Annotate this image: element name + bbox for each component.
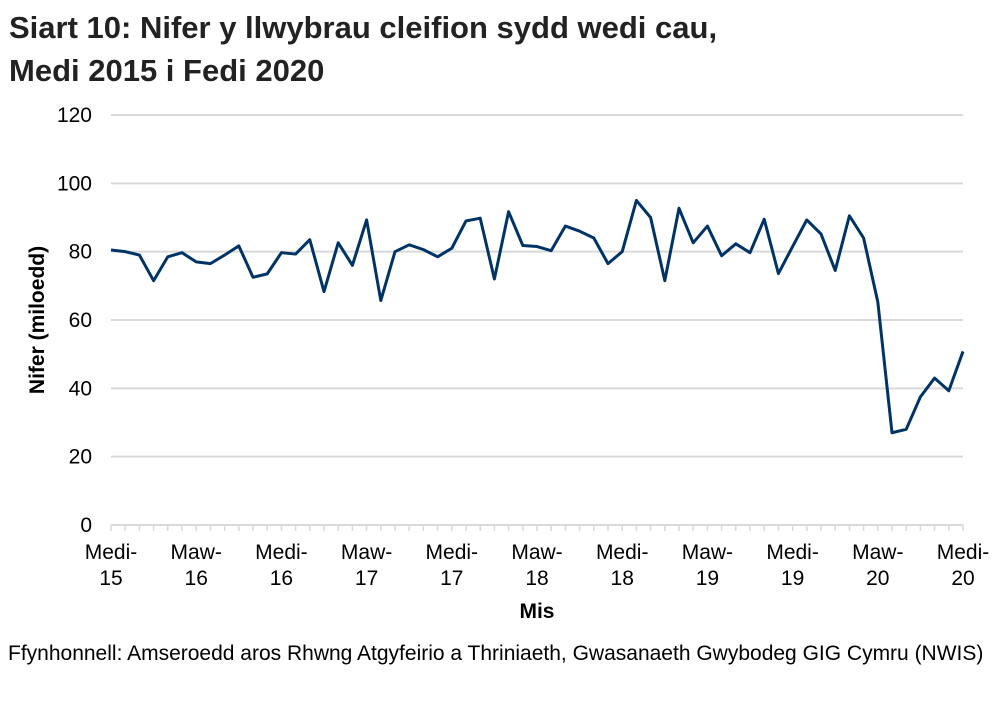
- y-axis-title: Nifer (miloedd): [26, 246, 49, 394]
- chart-title: Siart 10: Nifer y llwybrau cleifion sydd…: [9, 6, 717, 92]
- x-tick-label: 20: [866, 567, 889, 590]
- x-tick-label: 18: [611, 567, 634, 590]
- x-tick-label: Maw-: [341, 541, 392, 564]
- y-tick-label: 60: [69, 309, 92, 332]
- x-tick-label: 19: [781, 567, 804, 590]
- x-tick-label: Maw-: [682, 541, 733, 564]
- y-tick-label: 40: [69, 377, 92, 400]
- x-tick-label: 16: [185, 567, 208, 590]
- x-tick-label: 19: [696, 567, 719, 590]
- line-chart: 0 20 40 60 80 100 120 Medi- 15 Maw- 16 Medi- 16 Maw- 1…: [26, 104, 990, 623]
- data-series-line: [110, 198, 965, 435]
- x-tick-label: Medi-: [766, 541, 819, 564]
- source-note: Ffynhonnell: Amseroedd aros Rhwng Atgyfe…: [8, 642, 984, 665]
- x-tick-label: 18: [525, 567, 548, 590]
- y-tick-label: 120: [57, 104, 92, 127]
- chart-title-line-2: Medi 2015 i Fedi 2020: [9, 53, 325, 88]
- y-tick-label: 80: [69, 241, 92, 264]
- x-tick-label: Maw-: [852, 541, 903, 564]
- x-tick-label: 20: [951, 567, 974, 590]
- x-tick-label: 16: [270, 567, 293, 590]
- x-tick-label: Medi-: [85, 541, 138, 564]
- x-tick-label: Maw-: [171, 541, 222, 564]
- chart-title-line-1: Siart 10: Nifer y llwybrau cleifion sydd…: [9, 10, 718, 45]
- x-axis-title: Mis: [519, 600, 554, 623]
- y-tick-label: 20: [69, 446, 92, 469]
- x-tick-label: 15: [99, 567, 122, 590]
- y-tick-label: 0: [80, 514, 92, 537]
- x-tick-label: Maw-: [511, 541, 562, 564]
- y-tick-label: 100: [57, 172, 92, 195]
- x-tick-label: 17: [440, 567, 463, 590]
- x-tick-label: Medi-: [596, 541, 649, 564]
- x-tick-label: Medi-: [426, 541, 479, 564]
- x-tick-label: Medi-: [255, 541, 308, 564]
- x-tick-label: Medi-: [937, 541, 990, 564]
- x-tick-label: 17: [355, 567, 378, 590]
